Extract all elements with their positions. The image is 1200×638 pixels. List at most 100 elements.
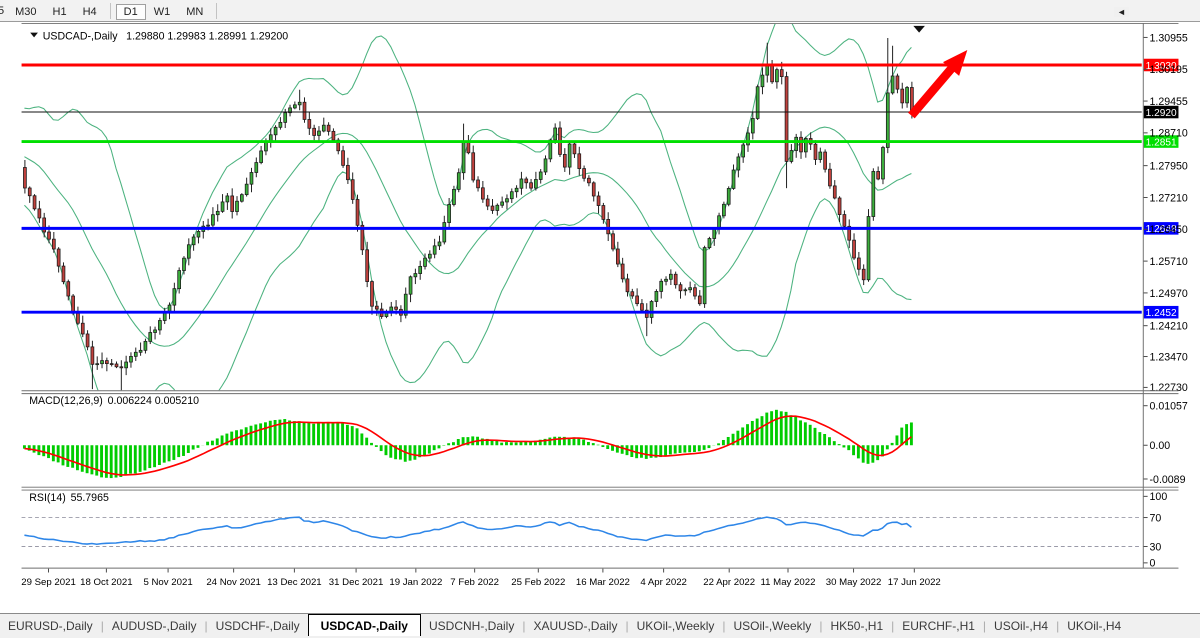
candle-body xyxy=(543,158,548,173)
tab-ukoil-weekly[interactable]: UKOil-,Weekly xyxy=(636,619,715,633)
tab-hk50-h1[interactable]: HK50-,H1 xyxy=(830,619,884,633)
candle-body xyxy=(240,194,244,202)
macd-histogram-bar xyxy=(317,422,320,446)
macd-histogram-bar xyxy=(206,441,210,446)
candle-body xyxy=(616,248,620,265)
price-axis-scale[interactable] xyxy=(1144,24,1179,568)
candle-body xyxy=(23,167,27,189)
macd-histogram-bar xyxy=(129,445,132,474)
timeframe-m5-partial[interactable]: 5 xyxy=(0,4,5,17)
timeframe-button-mn[interactable]: MN xyxy=(186,5,204,18)
timeframe-button-d1[interactable]: D1 xyxy=(115,3,146,20)
candle-body xyxy=(114,363,119,368)
chart-canvas[interactable]: 1.3030 1.2920 1.2851 1.2648 1.2452 1.30955 1.3… xyxy=(0,22,1200,613)
macd-histogram-bar xyxy=(770,411,774,446)
candle-body xyxy=(418,265,423,274)
tab-usoil-h4[interactable]: USOil-,H4 xyxy=(994,619,1049,633)
macd-histogram-bar xyxy=(693,445,696,452)
candle-body xyxy=(538,171,543,180)
macd-histogram-bar xyxy=(109,445,113,479)
candle-body xyxy=(669,273,673,280)
macd-histogram-bar xyxy=(398,445,402,460)
macd-histogram-bar xyxy=(254,424,258,446)
candle-body xyxy=(852,239,856,259)
macd-histogram-bar xyxy=(480,438,484,446)
macd-histogram-bar xyxy=(562,436,566,446)
date-label: 11 May 2022 xyxy=(761,577,816,588)
price-badge-label: 1.2648 xyxy=(1146,224,1177,235)
macd-histogram-bar xyxy=(866,445,870,464)
candle-body xyxy=(312,127,316,136)
macd-histogram-bar xyxy=(215,438,219,446)
macd-histogram-bar xyxy=(543,438,547,446)
macd-histogram-bar xyxy=(186,445,190,453)
macd-histogram-bar xyxy=(905,424,909,446)
candle-body xyxy=(548,139,553,160)
macd-histogram-bar xyxy=(302,422,306,446)
timeframe-button-h4[interactable]: H4 xyxy=(82,5,97,18)
macd-histogram-bar xyxy=(32,445,36,453)
tab-eurusd-daily[interactable]: EURUSD-,Daily xyxy=(8,619,93,633)
macd-histogram-bar xyxy=(427,445,431,454)
price-tick-label: 1.26450 xyxy=(1150,224,1188,236)
macd-histogram-bar xyxy=(890,442,894,446)
macd-histogram-bar xyxy=(42,445,46,457)
candle-body xyxy=(437,241,442,247)
macd-histogram-bar xyxy=(794,416,798,446)
candle-body xyxy=(95,363,100,366)
tab-audusd-daily[interactable]: AUDUSD-,Daily xyxy=(111,619,197,633)
date-label: 19 Jan 2022 xyxy=(389,577,442,588)
candle-body xyxy=(447,204,451,223)
macd-histogram-bar xyxy=(591,443,595,446)
candle-body xyxy=(413,273,418,278)
macd-pane-drawing xyxy=(22,409,913,479)
tab-usdcnh-daily[interactable]: USDCNH-,Daily xyxy=(428,619,515,633)
candle-body xyxy=(244,183,249,196)
macd-histogram-bar xyxy=(538,439,542,446)
tab-usdchf-daily[interactable]: USDCHF-,Daily xyxy=(215,619,300,633)
timeframe-button-m30[interactable]: M30 xyxy=(15,5,37,18)
timeframe-button-h1[interactable]: H1 xyxy=(52,5,67,18)
rsi-tick-label: 30 xyxy=(1150,541,1162,553)
tab-usdcad-daily[interactable]: USDCAD-,Daily xyxy=(307,614,421,636)
candle-body xyxy=(534,179,538,189)
tab-scroll-left-icon[interactable]: ◄ xyxy=(1114,7,1129,17)
candle-body xyxy=(428,253,432,259)
candle-body xyxy=(220,201,225,212)
macd-histogram-bar xyxy=(553,436,557,446)
candle-body xyxy=(254,162,259,173)
symbol-dropdown-icon[interactable] xyxy=(30,32,38,38)
macd-histogram-bar xyxy=(114,445,118,478)
macd-histogram-bar xyxy=(153,445,157,468)
candle-body xyxy=(85,333,90,348)
candle-body xyxy=(731,169,736,189)
tab-usoil-weekly[interactable]: USOil-,Weekly xyxy=(733,619,812,633)
macd-histogram-bar xyxy=(461,437,465,446)
candle-body xyxy=(365,249,369,282)
candle-body xyxy=(640,303,644,311)
macd-histogram-bar xyxy=(278,419,282,446)
macd-tick-label: 0.00 xyxy=(1150,440,1171,452)
candle-body xyxy=(153,329,157,333)
price-chart-plot-area[interactable] xyxy=(22,24,1142,390)
price-tick-label: 1.27210 xyxy=(1150,192,1188,204)
macd-histogram-bar xyxy=(292,421,296,446)
macd-histogram-bar xyxy=(384,445,388,456)
candle-body xyxy=(317,130,321,136)
macd-plot-area[interactable] xyxy=(22,394,1142,487)
macd-histogram-bar xyxy=(668,445,672,455)
timeframe-button-w1[interactable]: W1 xyxy=(153,5,171,18)
rsi-plot-area[interactable] xyxy=(22,491,1142,568)
macd-histogram-bar xyxy=(61,445,65,466)
macd-histogram-bar xyxy=(321,422,325,446)
candle-body xyxy=(249,172,254,185)
candle-body xyxy=(61,265,66,283)
macd-histogram-bar xyxy=(861,445,865,463)
tab-eurchf-h1[interactable]: EURCHF-,H1 xyxy=(902,619,975,633)
date-axis-scale[interactable] xyxy=(22,569,1142,591)
rsi-line xyxy=(24,516,912,546)
tab-xauusd-daily[interactable]: XAUUSD-,Daily xyxy=(533,619,618,633)
tab-ukoil-h4[interactable]: UKOil-,H4 xyxy=(1067,619,1122,633)
macd-histogram-bar xyxy=(741,427,745,446)
